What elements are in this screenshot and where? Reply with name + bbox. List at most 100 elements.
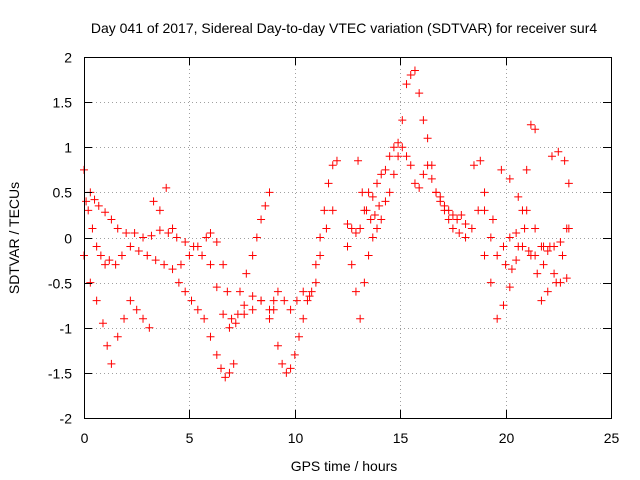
data-point — [394, 152, 403, 161]
data-point — [455, 228, 464, 237]
data-point — [499, 242, 508, 251]
data-point — [328, 161, 337, 170]
series-track-n — [480, 147, 573, 251]
data-point — [389, 170, 398, 179]
data-point — [467, 224, 476, 233]
data-point — [217, 364, 226, 373]
data-point — [92, 242, 101, 251]
data-point — [198, 251, 207, 260]
data-point — [469, 161, 478, 170]
data-point — [514, 242, 523, 251]
data-point — [394, 138, 403, 147]
data-point — [113, 224, 122, 233]
data-point — [543, 287, 552, 296]
data-point — [176, 260, 185, 269]
series-track-e — [235, 188, 274, 296]
data-point — [480, 206, 489, 215]
data-point — [120, 314, 129, 323]
data-point — [381, 165, 390, 174]
data-point — [132, 305, 141, 314]
data-point — [440, 206, 449, 215]
data-point — [356, 314, 365, 323]
data-point — [96, 251, 105, 260]
data-point — [286, 364, 295, 373]
data-point — [332, 156, 341, 165]
data-point — [168, 265, 177, 274]
data-point — [556, 238, 565, 247]
data-point — [160, 260, 169, 269]
data-point — [461, 233, 470, 242]
data-point — [564, 179, 573, 188]
data-point — [448, 210, 457, 219]
data-point — [457, 210, 466, 219]
data-point — [273, 287, 282, 296]
data-point — [185, 251, 194, 260]
data-point — [84, 206, 93, 215]
data-point — [364, 251, 373, 260]
data-point — [328, 206, 337, 215]
data-point — [307, 287, 316, 296]
data-point — [347, 260, 356, 269]
data-point — [273, 341, 282, 350]
data-point — [155, 226, 164, 235]
data-point — [139, 314, 148, 323]
data-point — [193, 242, 202, 251]
data-point — [206, 260, 215, 269]
data-point — [113, 332, 122, 341]
series-track-g — [273, 287, 314, 314]
data-point — [162, 183, 171, 192]
data-point — [278, 359, 287, 368]
data-point — [311, 278, 320, 287]
series-track-d — [149, 183, 238, 382]
data-point — [406, 161, 415, 170]
data-point — [362, 206, 371, 215]
series-track-i — [343, 138, 470, 237]
data-point — [552, 278, 561, 287]
data-point — [126, 296, 135, 305]
data-point — [406, 71, 415, 80]
data-point — [436, 197, 445, 206]
data-point — [240, 301, 249, 310]
data-point — [322, 224, 331, 233]
data-point — [316, 251, 325, 260]
data-point — [299, 314, 308, 323]
data-point — [295, 332, 304, 341]
data-point — [299, 287, 308, 296]
data-points — [80, 66, 573, 382]
data-point — [94, 201, 103, 210]
data-point — [261, 201, 270, 210]
data-point — [265, 314, 274, 323]
y-tick-label: 1.5 — [53, 95, 73, 111]
data-point — [139, 233, 148, 242]
data-point — [389, 143, 398, 152]
data-point — [358, 188, 367, 197]
data-point — [221, 373, 230, 382]
data-point — [151, 256, 160, 265]
data-point — [90, 195, 99, 204]
x-tick-label: 5 — [186, 430, 194, 446]
data-point — [505, 174, 514, 183]
y-tick-label: 0 — [64, 231, 72, 247]
data-point — [427, 161, 436, 170]
data-point — [316, 233, 325, 242]
data-point — [505, 283, 514, 292]
data-point — [122, 228, 131, 237]
data-point — [343, 219, 352, 228]
data-point — [351, 287, 360, 296]
data-point — [193, 305, 202, 314]
x-tick-label: 20 — [499, 430, 515, 446]
data-point — [356, 224, 365, 233]
data-point — [453, 215, 462, 224]
data-point — [265, 188, 274, 197]
data-point — [537, 296, 546, 305]
data-point — [231, 319, 240, 328]
data-point — [269, 296, 278, 305]
data-point — [366, 215, 375, 224]
series-track-j — [343, 66, 453, 323]
data-point — [398, 116, 407, 125]
data-point — [212, 283, 221, 292]
data-point — [257, 215, 266, 224]
data-point — [181, 238, 190, 247]
data-point — [526, 251, 535, 260]
